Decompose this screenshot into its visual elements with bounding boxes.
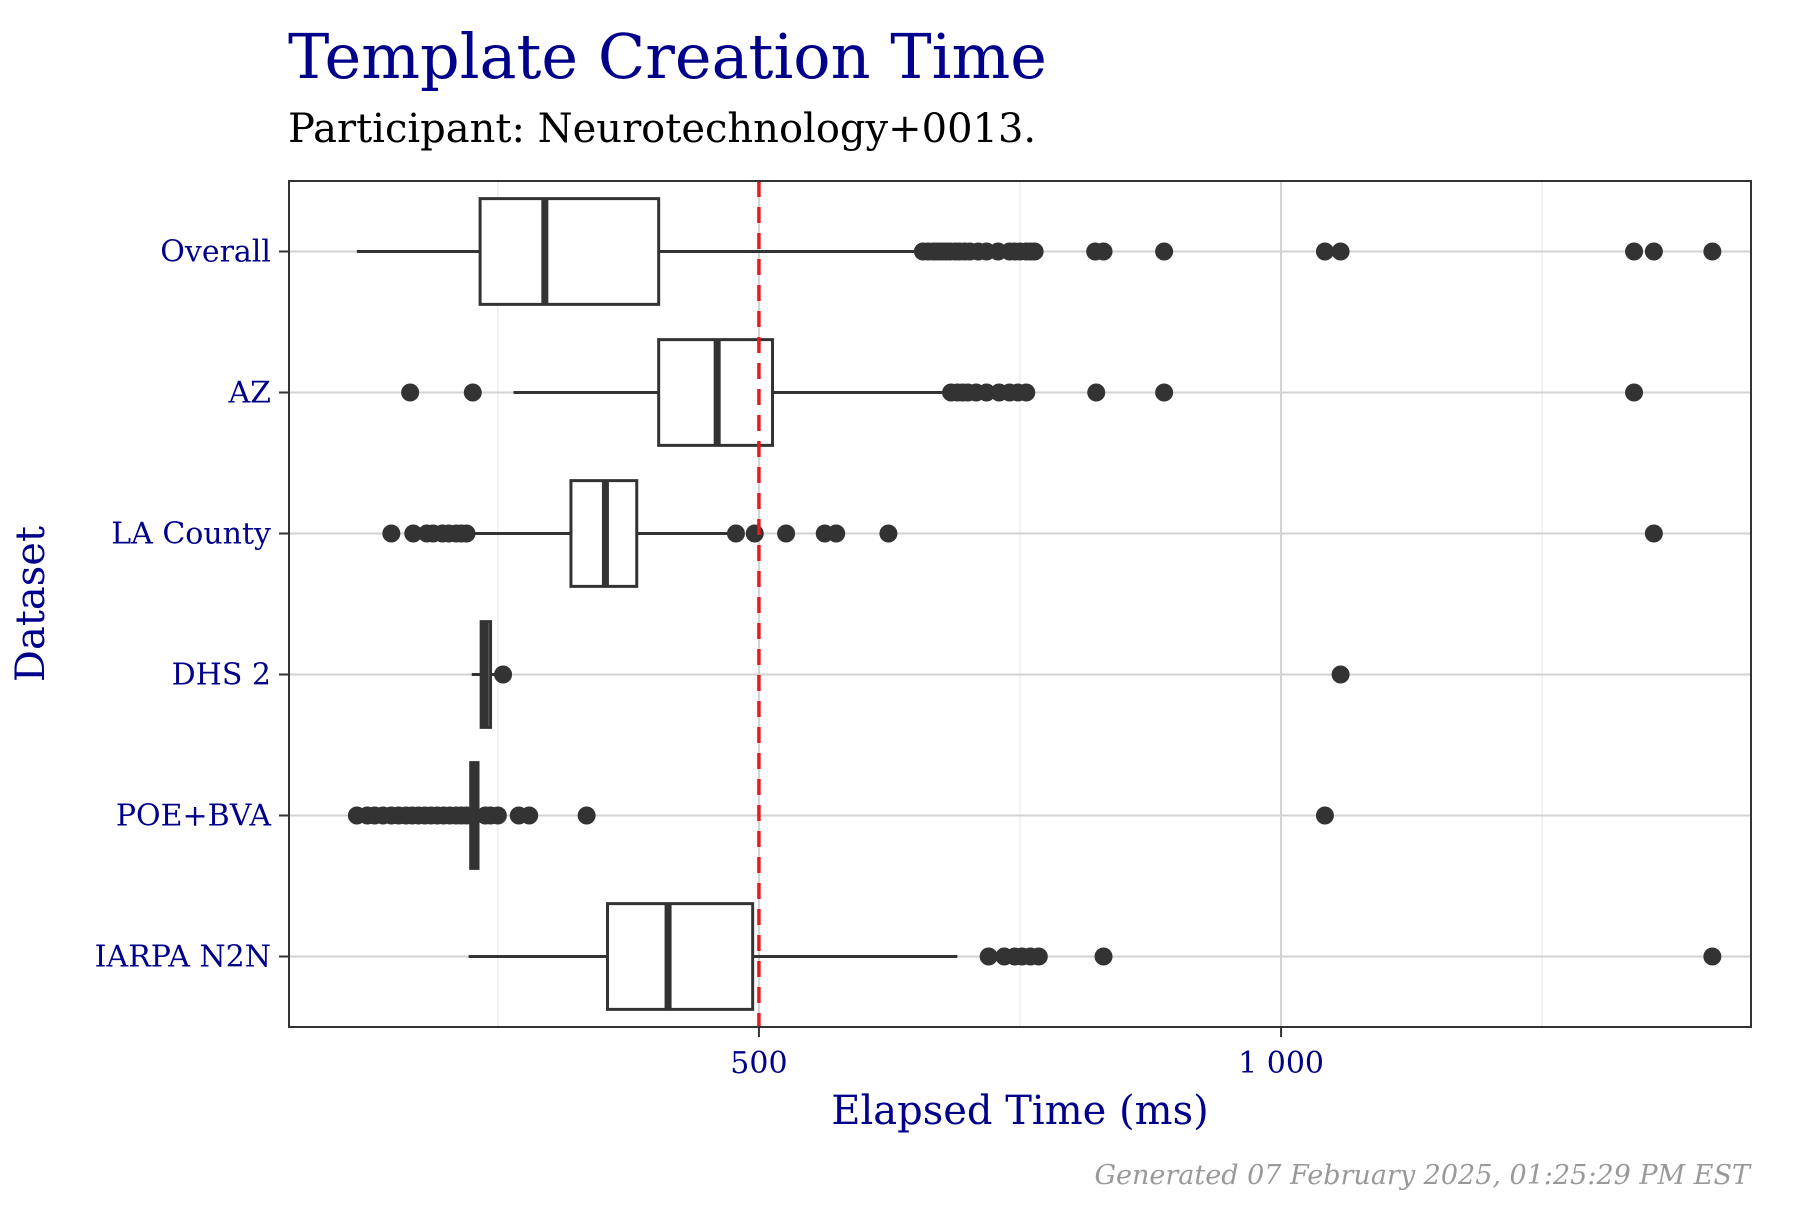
outlier-la-county-0 <box>382 524 401 543</box>
outlier-overall-25 <box>1625 242 1644 261</box>
outlier-overall-19 <box>1025 242 1044 261</box>
outlier-la-county-10 <box>745 524 764 543</box>
outlier-az-13 <box>1155 383 1174 402</box>
x-axis-title: Elapsed Time (ms) <box>831 1088 1208 1134</box>
outlier-overall-24 <box>1331 242 1350 261</box>
outlier-iarpa-n2n-5 <box>1029 947 1048 966</box>
y-tick-label-4: POE+BVA <box>116 799 271 834</box>
outlier-overall-27 <box>1703 242 1722 261</box>
outlier-la-county-13 <box>827 524 846 543</box>
outlier-overall-26 <box>1644 242 1663 261</box>
outlier-overall-23 <box>1315 242 1334 261</box>
outlier-dhs-2-1 <box>1331 665 1350 684</box>
chart-caption: Generated 07 February 2025, 01:25:29 PM … <box>1094 1160 1752 1191</box>
outlier-overall-22 <box>1155 242 1174 261</box>
iqr-box-overall <box>478 197 661 306</box>
outlier-la-county-1 <box>404 524 423 543</box>
outlier-az-0 <box>401 383 420 402</box>
outlier-poe-bva-21 <box>520 806 539 825</box>
outlier-la-county-8 <box>457 524 476 543</box>
outlier-dhs-2-0 <box>494 665 513 684</box>
y-tick-label-5: IARPA N2N <box>95 940 271 975</box>
axis-layer: Overall AZ LA County DHS 2 POE+BVA IARPA N2N 5… <box>95 235 1324 1082</box>
outlier-az-14 <box>1625 383 1644 402</box>
box-overall <box>356 197 1722 306</box>
box-dhs-2 <box>471 620 1350 729</box>
outlier-overall-21 <box>1094 242 1113 261</box>
outlier-la-county-9 <box>726 524 745 543</box>
y-tick-label-2: LA County <box>111 517 271 552</box>
outlier-iarpa-n2n-0 <box>979 947 998 966</box>
y-tick-label-1: AZ <box>227 376 271 411</box>
x-tick-label-500: 500 <box>730 1046 787 1081</box>
outlier-poe-bva-19 <box>488 806 507 825</box>
x-tick-label-1000: 1 000 <box>1238 1046 1324 1081</box>
iqr-box-iarpa-n2n <box>606 902 755 1011</box>
y-tick-label-3: DHS 2 <box>172 658 271 693</box>
outlier-iarpa-n2n-7 <box>1703 947 1722 966</box>
chart-subtitle: Participant: Neurotechnology+0013. <box>288 106 1036 152</box>
outlier-az-12 <box>1087 383 1106 402</box>
outlier-la-county-11 <box>777 524 796 543</box>
chart-title: Template Creation Time <box>288 20 1047 93</box>
box-layer <box>347 197 1722 1011</box>
outlier-az-7 <box>977 383 996 402</box>
outlier-az-11 <box>1017 383 1036 402</box>
y-axis-title: Dataset <box>8 526 54 682</box>
outlier-az-1 <box>463 383 482 402</box>
outlier-iarpa-n2n-6 <box>1094 947 1113 966</box>
outlier-la-county-14 <box>879 524 898 543</box>
box-poe-bva <box>347 761 1334 870</box>
outlier-la-county-15 <box>1644 524 1663 543</box>
box-az <box>401 338 1644 447</box>
y-tick-label-0: Overall <box>160 235 271 270</box>
plot-panel-border <box>288 180 1752 1028</box>
outlier-poe-bva-22 <box>577 806 596 825</box>
box-la-county <box>382 479 1663 588</box>
outlier-poe-bva-16 <box>457 806 476 825</box>
outlier-poe-bva-23 <box>1315 806 1334 825</box>
box-iarpa-n2n <box>468 902 1722 1011</box>
